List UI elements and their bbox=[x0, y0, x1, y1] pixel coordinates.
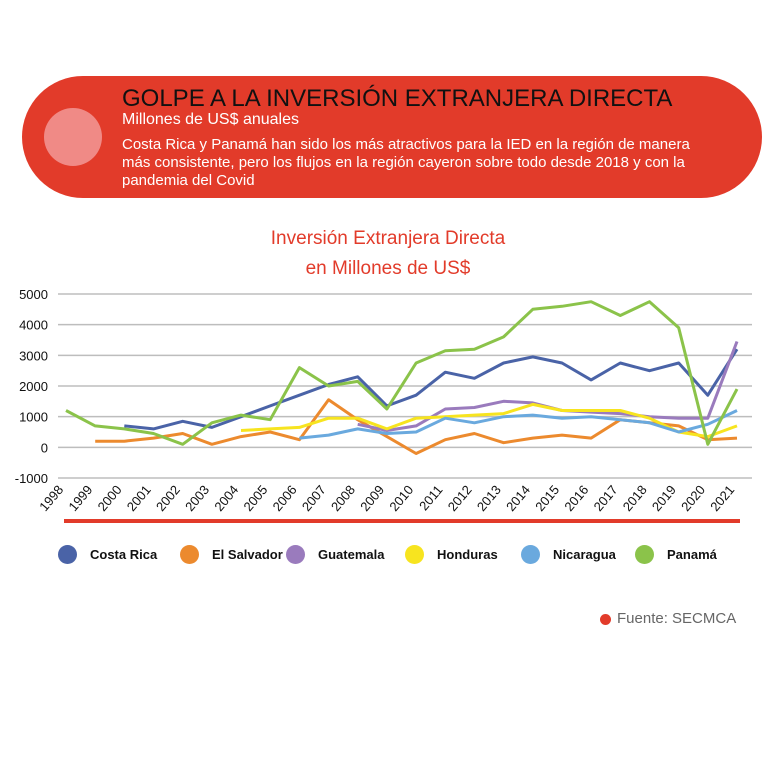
x-tick-label: 2016 bbox=[561, 482, 591, 514]
x-tick-label: 2003 bbox=[182, 482, 212, 514]
y-tick-label: -1000 bbox=[15, 471, 48, 486]
y-axis-ticks: 5000 4000 3000 2000 1000 0 -1000 bbox=[15, 287, 48, 486]
x-tick-label: 2011 bbox=[416, 482, 445, 513]
x-tick-label: 2005 bbox=[240, 482, 270, 514]
chart-title: Inversión Extranjera Directa bbox=[270, 228, 506, 249]
source-label: Fuente: SECMCA bbox=[617, 610, 737, 627]
chart-grid bbox=[58, 293, 752, 479]
banner-circle-icon bbox=[44, 108, 102, 166]
y-tick-label: 1000 bbox=[19, 410, 48, 425]
legend-label: Costa Rica bbox=[90, 547, 158, 562]
x-tick-label: 2001 bbox=[124, 482, 154, 514]
x-tick-label: 2002 bbox=[153, 482, 183, 514]
banner-description: Costa Rica y Panamá han sido los más atr… bbox=[122, 136, 690, 189]
x-tick-label: 2019 bbox=[649, 482, 679, 514]
legend-label: Guatemala bbox=[318, 547, 385, 562]
legend-swatch bbox=[521, 545, 540, 564]
series-line-costa-rica bbox=[124, 348, 739, 431]
series-line-nicaragua bbox=[299, 409, 738, 440]
series-line-honduras bbox=[240, 402, 738, 439]
x-tick-label: 2008 bbox=[328, 482, 358, 514]
legend-swatch bbox=[180, 545, 199, 564]
chart-lines bbox=[65, 300, 739, 455]
legend-label: El Salvador bbox=[212, 547, 283, 562]
chart-baseline-bar bbox=[64, 519, 740, 523]
legend-swatch bbox=[286, 545, 305, 564]
x-tick-label: 2020 bbox=[678, 482, 708, 514]
x-axis-ticks: 1998 1999 2000 2001 2002 2003 2004 2005 2006 2007… bbox=[36, 482, 737, 514]
banner-title: GOLPE A LA INVERSIÓN EXTRANJERA DIRECTA bbox=[122, 85, 673, 112]
x-tick-label: 2017 bbox=[591, 482, 621, 514]
x-tick-label: 1998 bbox=[36, 482, 66, 514]
legend-label: Honduras bbox=[437, 547, 498, 562]
x-tick-label: 2013 bbox=[474, 482, 504, 514]
x-tick-label: 2014 bbox=[503, 482, 533, 514]
x-tick-label: 2007 bbox=[299, 482, 329, 514]
y-tick-label: 5000 bbox=[19, 287, 48, 302]
source-dot-icon bbox=[600, 614, 611, 625]
chart-subtitle: en Millones de US$ bbox=[305, 258, 471, 279]
y-tick-label: 3000 bbox=[19, 348, 48, 363]
x-tick-label: 2015 bbox=[532, 482, 562, 514]
legend-swatch bbox=[635, 545, 654, 564]
x-tick-label: 2010 bbox=[386, 482, 416, 514]
x-tick-label: 2004 bbox=[211, 482, 241, 514]
legend-swatch bbox=[405, 545, 424, 564]
x-tick-label: 2012 bbox=[445, 482, 475, 514]
x-tick-label: 2018 bbox=[620, 482, 650, 514]
banner-subtitle: Millones de US$ anuales bbox=[122, 111, 299, 128]
y-tick-label: 4000 bbox=[19, 318, 48, 333]
header-banner: GOLPE A LA INVERSIÓN EXTRANJERA DIRECTA … bbox=[22, 76, 762, 198]
y-tick-label: 0 bbox=[41, 440, 48, 455]
series-line-panam- bbox=[65, 300, 739, 446]
x-tick-label: 2000 bbox=[95, 482, 125, 514]
legend-label: Nicaragua bbox=[553, 547, 616, 562]
x-tick-label: 2006 bbox=[270, 482, 300, 514]
x-tick-label: 2021 bbox=[707, 482, 737, 514]
legend-label: Panamá bbox=[667, 547, 717, 562]
legend-swatch bbox=[58, 545, 77, 564]
x-tick-label: 2009 bbox=[357, 482, 387, 514]
x-tick-label: 1999 bbox=[65, 482, 95, 514]
y-tick-label: 2000 bbox=[19, 379, 48, 394]
